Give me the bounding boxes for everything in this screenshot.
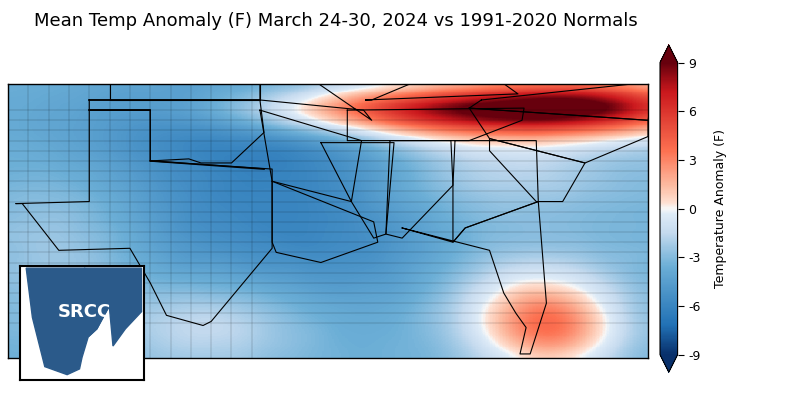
Polygon shape	[85, 268, 142, 346]
Text: Mean Temp Anomaly (F) March 24-30, 2024 vs 1991-2020 Normals: Mean Temp Anomaly (F) March 24-30, 2024 …	[34, 12, 638, 30]
Text: SRCC: SRCC	[58, 303, 111, 321]
Y-axis label: Temperature Anomaly (F): Temperature Anomaly (F)	[714, 129, 727, 288]
PathPatch shape	[660, 45, 678, 63]
Polygon shape	[26, 268, 110, 375]
PathPatch shape	[660, 355, 678, 372]
